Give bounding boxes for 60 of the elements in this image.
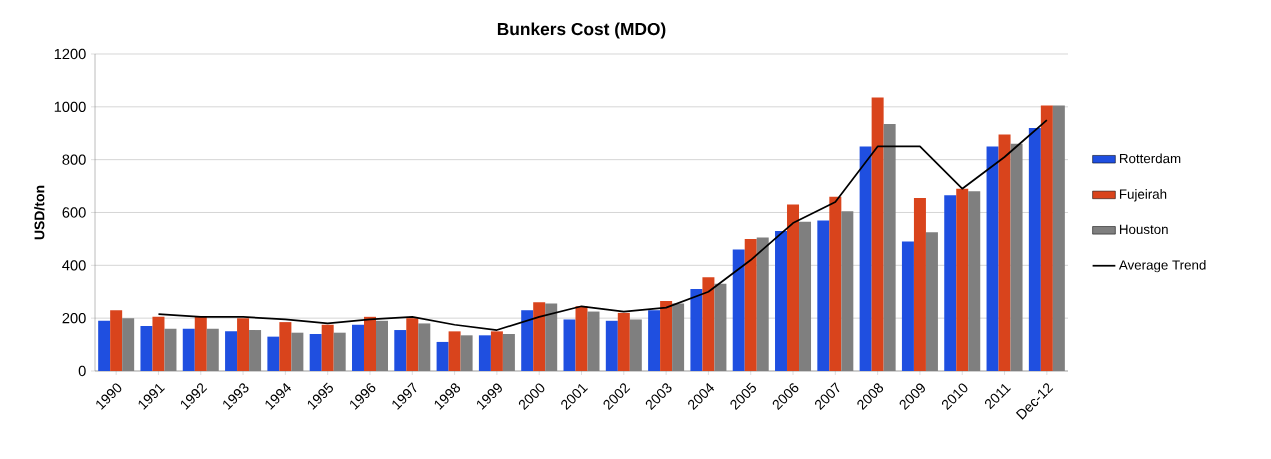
legend-label: Fujeirah	[1119, 189, 1167, 202]
bar	[152, 316, 165, 371]
y-tick-label: 800	[62, 154, 86, 165]
bar	[986, 146, 999, 371]
line-series	[157, 119, 1048, 331]
bar	[436, 341, 449, 371]
y-tick-label: 0	[78, 365, 86, 377]
bar	[225, 331, 238, 371]
bar	[182, 328, 195, 371]
bar	[817, 220, 830, 371]
bar	[521, 310, 534, 371]
bar	[478, 335, 491, 371]
bar	[871, 97, 884, 371]
bar	[267, 336, 280, 371]
legend-label: Average Trend	[1118, 259, 1206, 273]
bar	[1028, 127, 1041, 371]
bar	[363, 316, 376, 371]
bar	[563, 319, 576, 371]
y-tick-label: 400	[62, 260, 86, 271]
bar	[279, 322, 292, 371]
bar	[732, 249, 745, 371]
bar	[194, 316, 207, 371]
bar	[406, 318, 419, 371]
bar	[744, 238, 757, 371]
bar	[944, 195, 957, 371]
legend-label: Houston	[1119, 224, 1168, 235]
bar	[140, 326, 153, 371]
bar	[490, 331, 503, 371]
bar	[660, 300, 673, 371]
bar	[956, 188, 969, 371]
bar	[913, 197, 926, 371]
bar	[321, 324, 334, 371]
bar	[1040, 105, 1053, 371]
bar	[351, 324, 364, 371]
bar	[775, 230, 788, 371]
y-axis-title: USD/ton	[34, 185, 45, 240]
bar	[829, 196, 842, 371]
bar	[98, 320, 111, 371]
bar	[237, 318, 250, 371]
bar	[998, 134, 1011, 371]
bar	[394, 330, 407, 371]
bar	[702, 277, 715, 371]
bar	[605, 320, 618, 371]
y-tick-label: 1200	[54, 48, 86, 60]
bar	[533, 302, 546, 371]
y-tick-label: 600	[62, 207, 86, 218]
bar	[575, 306, 588, 371]
chart-title: Bunkers Cost (MDO)	[497, 22, 666, 39]
bar	[648, 310, 661, 371]
bar	[787, 204, 800, 371]
bar	[448, 331, 461, 371]
bar	[901, 241, 914, 371]
bar	[690, 289, 703, 371]
bar	[859, 146, 872, 371]
legend-label: Rotterdam	[1119, 153, 1181, 164]
bar	[617, 312, 630, 371]
y-tick-label: 200	[62, 312, 86, 324]
bar	[309, 334, 322, 371]
y-tick-label: 1000	[54, 101, 86, 113]
bar	[110, 310, 123, 371]
